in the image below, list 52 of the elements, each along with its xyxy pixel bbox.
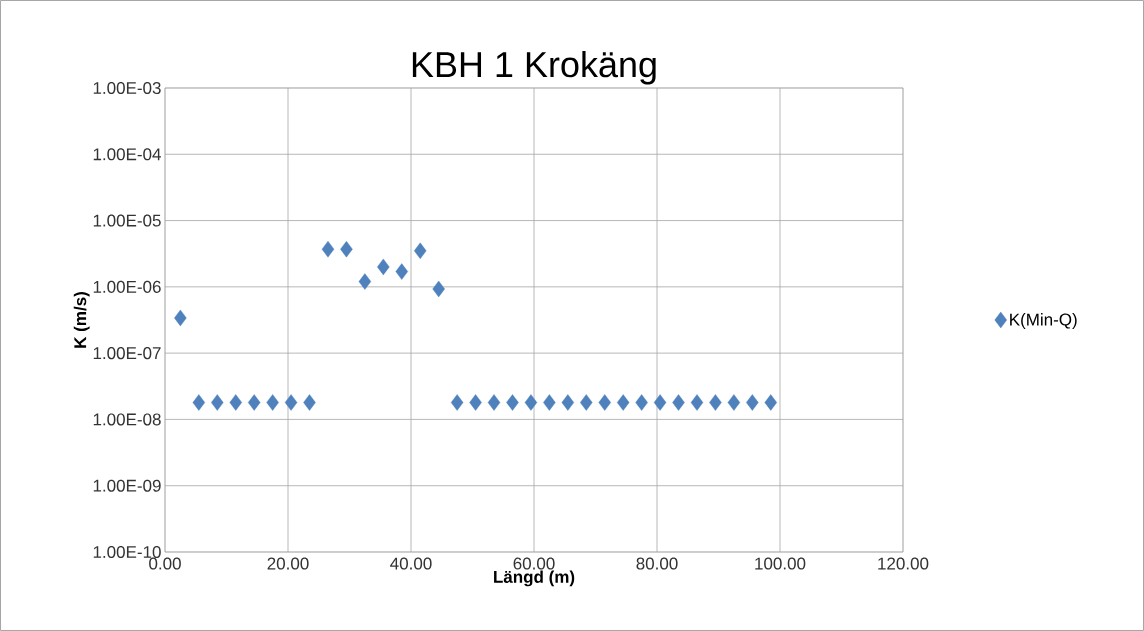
point xyxy=(174,309,187,327)
point xyxy=(284,394,298,411)
x-tick-label: 60.00 xyxy=(513,557,555,570)
point xyxy=(211,394,224,411)
point xyxy=(635,394,648,411)
y-tick-label: 1.00E-08 xyxy=(93,413,161,426)
point xyxy=(487,394,501,411)
point xyxy=(414,242,427,259)
y-tick-label: 1.00E-04 xyxy=(93,148,161,161)
point xyxy=(616,394,630,411)
x-tick-label: 0.00 xyxy=(149,557,181,570)
point xyxy=(229,394,242,411)
point xyxy=(543,394,556,411)
point xyxy=(709,394,722,411)
point xyxy=(432,280,445,298)
point xyxy=(727,394,741,411)
y-tick-label: 1.00E-05 xyxy=(93,214,161,227)
y-tick-label: 1.00E-06 xyxy=(93,280,161,293)
point xyxy=(653,394,667,411)
point xyxy=(266,394,279,411)
legend-label: K(Min-Q) xyxy=(1010,313,1077,329)
point xyxy=(580,394,593,411)
point xyxy=(746,394,759,411)
point xyxy=(690,394,704,411)
y-tick-label: 1.00E-03 xyxy=(93,81,161,95)
y-tick-label: 1.00E-09 xyxy=(93,479,161,492)
x-tick-label: 80.00 xyxy=(636,557,678,570)
x-tick-label: 40.00 xyxy=(390,557,432,570)
point xyxy=(561,394,575,411)
point xyxy=(303,394,316,411)
y-tick-label: 1.00E-07 xyxy=(93,347,161,360)
x-axis-title: Längd (m) xyxy=(494,570,575,587)
chart-title: KBH 1 Krokäng xyxy=(412,50,656,85)
point xyxy=(358,273,372,290)
point xyxy=(192,394,206,411)
point xyxy=(524,394,538,411)
x-tick-label: 100.00 xyxy=(755,557,806,570)
point xyxy=(395,263,408,280)
point xyxy=(340,240,353,258)
point xyxy=(506,394,519,411)
x-tick-label: 20.00 xyxy=(267,557,309,570)
x-tick-label: 120.00 xyxy=(878,557,929,570)
point xyxy=(450,394,464,411)
point xyxy=(672,394,685,411)
point xyxy=(321,240,335,258)
point xyxy=(764,394,777,411)
point xyxy=(598,394,611,411)
y-tick-label: 1.00E-10 xyxy=(93,545,161,559)
point xyxy=(469,394,482,411)
point xyxy=(377,258,390,276)
point xyxy=(247,394,261,411)
y-axis-title: K (m/s) xyxy=(73,292,90,348)
